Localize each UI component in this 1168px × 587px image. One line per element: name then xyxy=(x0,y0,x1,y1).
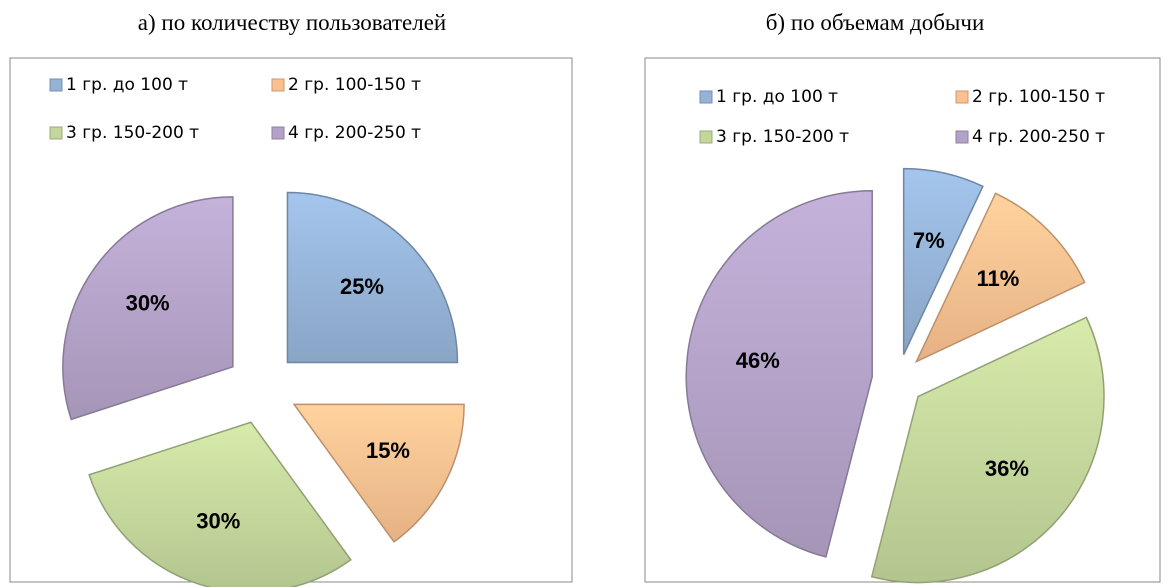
legend-label: 3 гр. 150-200 т xyxy=(66,123,199,143)
pie-slice xyxy=(902,167,984,355)
pie-slice xyxy=(88,421,352,587)
legend-label: 1 гр. до 100 т xyxy=(716,87,838,107)
data-label: 7% xyxy=(913,228,945,253)
legend-label: 3 гр. 150-200 т xyxy=(716,127,849,147)
legend-label: 2 гр. 100-150 т xyxy=(972,87,1105,107)
legend-swatch xyxy=(699,130,713,144)
legend-swatch xyxy=(271,126,285,140)
data-label: 11% xyxy=(977,266,1020,291)
legend-label: 4 гр. 200-250 т xyxy=(288,123,421,143)
pie-slice xyxy=(870,316,1105,584)
pie-slice xyxy=(286,191,459,364)
legend-swatch xyxy=(955,130,969,144)
pie-slice xyxy=(914,192,1086,364)
legend-swatch xyxy=(49,78,63,92)
data-label: 46% xyxy=(736,348,780,373)
data-label: 25% xyxy=(340,274,384,299)
pie-slice xyxy=(292,403,465,543)
chart-title: а) по количеству пользователей xyxy=(138,10,446,35)
pie-slice xyxy=(62,196,234,421)
chart-title: б) по объемам добычи xyxy=(766,10,985,35)
data-label: 36% xyxy=(985,456,1029,481)
legend-swatch xyxy=(699,90,713,104)
legend-swatch xyxy=(49,126,63,140)
data-label: 15% xyxy=(366,438,410,463)
legend-label: 1 гр. до 100 т xyxy=(66,75,188,95)
legend-swatch xyxy=(955,90,969,104)
legend-swatch xyxy=(271,78,285,92)
legend-label: 4 гр. 200-250 т xyxy=(972,127,1105,147)
data-label: 30% xyxy=(126,291,170,316)
pie-slice xyxy=(685,189,873,558)
data-label: 30% xyxy=(196,508,240,533)
legend-label: 2 гр. 100-150 т xyxy=(288,75,421,95)
